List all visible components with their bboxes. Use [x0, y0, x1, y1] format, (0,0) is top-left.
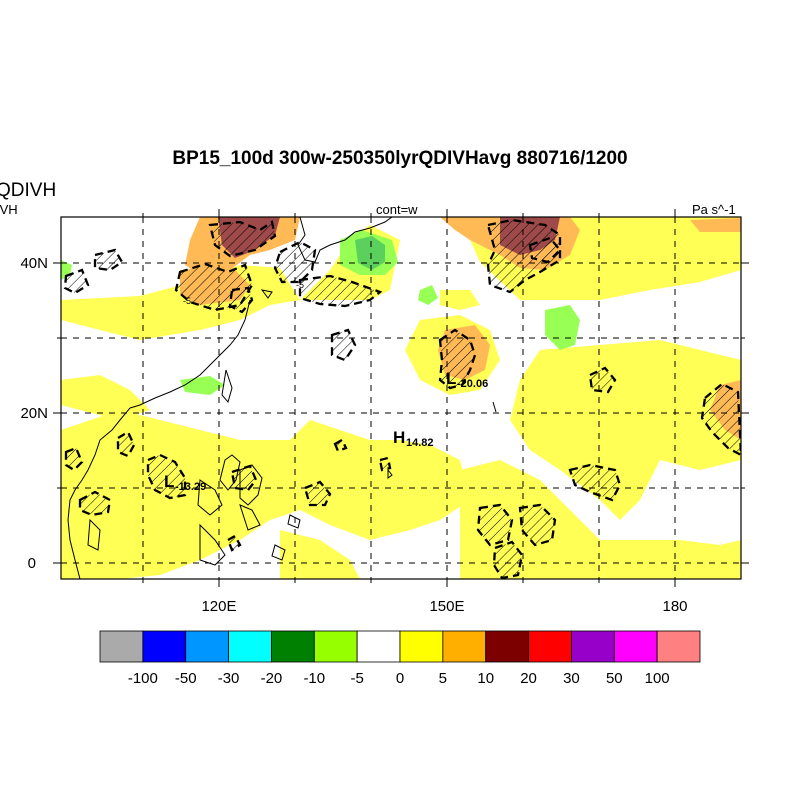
extrema-labels: L -13.29 L -20.06 H 14.82 -5 -5: [164, 280, 488, 493]
colorbar-swatch: [228, 630, 272, 663]
axis-labels: 40N 20N 0 120E 150E 180: [20, 255, 687, 615]
negative-contours: [63, 218, 741, 579]
negative-region-medium-green: [355, 236, 385, 270]
colorbar-label: -5: [350, 670, 364, 687]
x-tick-label: 180: [662, 598, 687, 615]
graticule: [61, 217, 741, 579]
low-marker: L: [164, 472, 174, 491]
colorbar-swatch: [485, 630, 529, 663]
colorbar-swatch: [356, 630, 401, 663]
plot-title: BP15_100d 300w-250350lyrQDIVHavg 880716/…: [172, 148, 628, 169]
high-value: 14.82: [406, 437, 434, 449]
colorbar-label: 10: [477, 670, 495, 687]
variable-name: QDIVH: [0, 180, 57, 201]
colorbar-label: 20: [520, 670, 537, 687]
colorbar-swatch: [613, 630, 658, 663]
y-tick-label: 40N: [20, 255, 48, 272]
contour-value-label: -5: [183, 296, 191, 306]
units-label: Pa s^-1: [692, 202, 736, 217]
high-marker: H: [393, 428, 405, 447]
colorbar-swatch: [399, 630, 444, 663]
colorbar-label: -50: [174, 670, 197, 687]
colorbar-swatch: [271, 630, 315, 663]
low-value: -13.29: [175, 481, 206, 493]
field-layer: [61, 217, 741, 579]
contour-subtitle: cont=w: [376, 202, 418, 217]
colorbar-swatch: [442, 630, 487, 663]
colorbar-swatch: [99, 630, 144, 663]
y-tick-label: 0: [28, 555, 36, 572]
colorbar-label: 30: [563, 670, 580, 687]
colorbar-swatch: [528, 630, 572, 663]
y-tick-label: 20N: [20, 405, 48, 422]
colorbar-label: 0: [395, 670, 405, 687]
colorbar-label: -10: [303, 670, 326, 687]
x-tick-label: 150E: [429, 598, 464, 615]
colorbar-swatch: [571, 630, 615, 663]
variable-subname: IVH: [0, 202, 18, 217]
colorbar-label: 100: [644, 670, 670, 687]
colorbar-label: -100: [127, 670, 158, 687]
colorbar-label: -30: [217, 670, 240, 687]
colorbar-label: 5: [438, 670, 448, 687]
tick-marks: [53, 209, 749, 587]
contour-value-label: -5: [296, 280, 304, 290]
colorbar-swatch: [142, 630, 187, 663]
colorbar-label: -20: [260, 670, 283, 687]
plot-frame: [60, 216, 742, 580]
colorbar: [99, 630, 701, 663]
colorbar-swatch: [313, 630, 358, 663]
low-marker: L: [446, 369, 456, 388]
x-tick-label: 120E: [201, 598, 236, 615]
coastlines: [67, 217, 497, 579]
colorbar-label: 50: [605, 670, 623, 687]
colorbar-swatch: [656, 630, 701, 663]
low-value: -20.06: [457, 378, 488, 390]
colorbar-swatch: [185, 630, 229, 663]
